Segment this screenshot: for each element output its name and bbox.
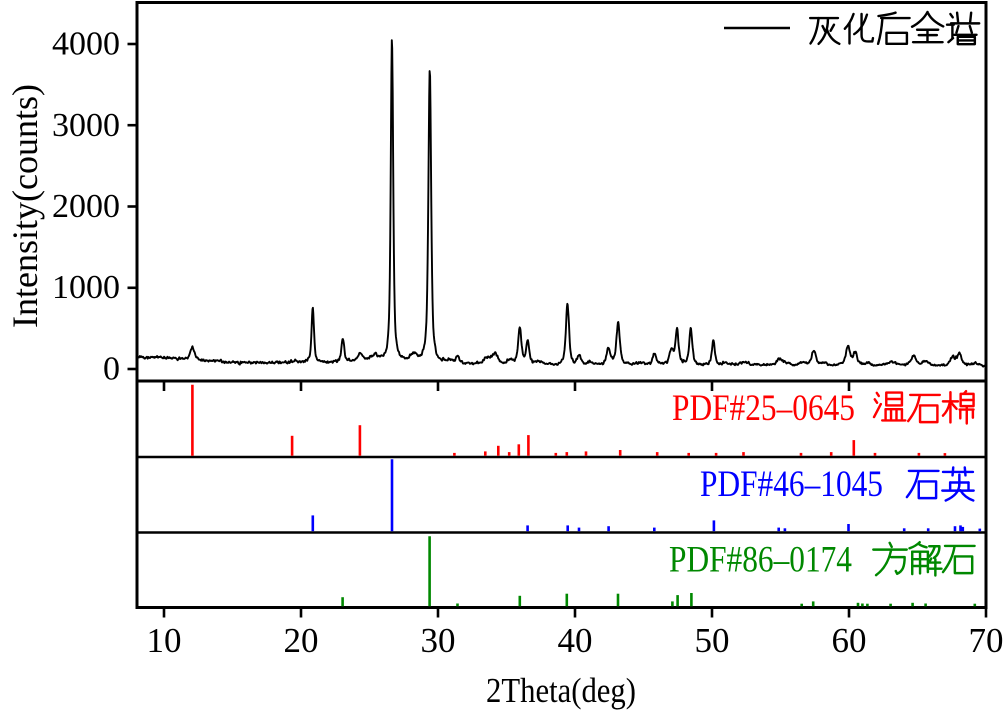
svg-text:1000: 1000	[52, 269, 120, 306]
svg-text:PDF#46–1045: PDF#46–1045	[700, 464, 883, 505]
svg-text:60: 60	[832, 621, 867, 660]
svg-text:40: 40	[558, 621, 593, 660]
svg-text:30: 30	[421, 621, 456, 660]
svg-text:3000: 3000	[52, 107, 120, 144]
svg-text:2000: 2000	[52, 188, 120, 225]
svg-text:Intensity(counts): Intensity(counts)	[5, 84, 45, 328]
svg-text:70: 70	[969, 621, 1004, 660]
svg-text:20: 20	[284, 621, 319, 660]
svg-text:PDF#25–0645: PDF#25–0645	[672, 388, 855, 429]
svg-text:10: 10	[147, 621, 182, 660]
svg-text:2Theta(deg): 2Theta(deg)	[486, 671, 636, 710]
svg-text:50: 50	[695, 621, 730, 660]
svg-text:4000: 4000	[52, 26, 120, 63]
svg-text:PDF#86–0174: PDF#86–0174	[669, 540, 852, 581]
svg-text:0: 0	[103, 351, 120, 388]
